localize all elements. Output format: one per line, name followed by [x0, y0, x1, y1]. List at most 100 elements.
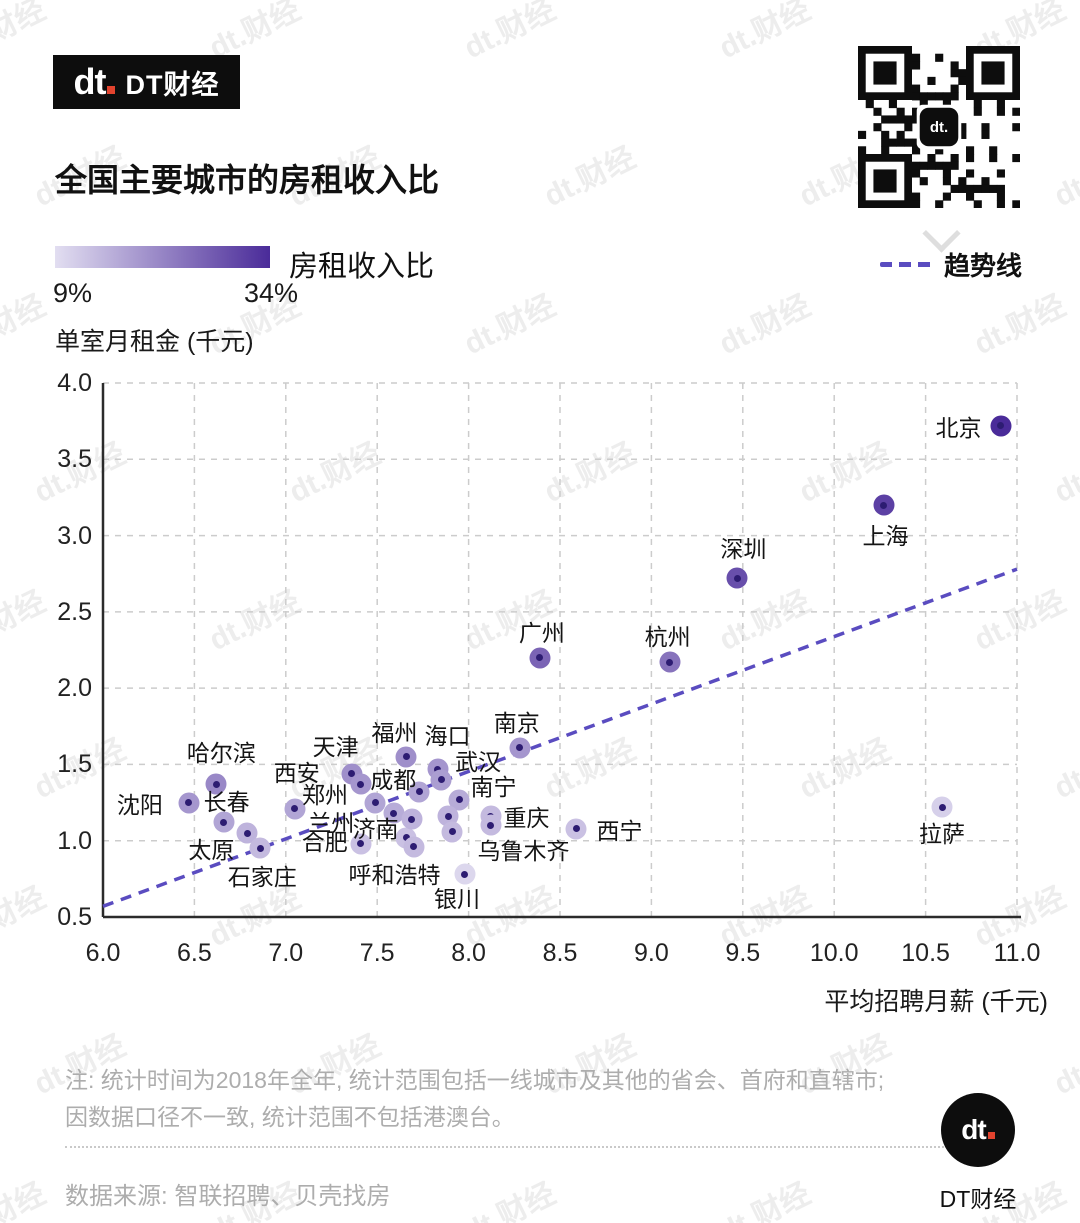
data-point [441, 821, 463, 843]
color-scale-bar [55, 246, 270, 268]
qr-module [912, 169, 921, 178]
page-title: 全国主要城市的房租收入比 [55, 162, 440, 198]
qr-module [919, 161, 928, 170]
color-scale-label: 房租收入比 [289, 251, 435, 283]
qr-module [912, 200, 921, 208]
dashed-line-icon [880, 262, 932, 267]
point-center-dot [220, 818, 228, 826]
qr-module [989, 146, 998, 155]
data-point-上海 [873, 494, 895, 516]
qr-module [942, 169, 951, 178]
data-point-乌鲁木齐 [480, 814, 502, 836]
qr-module [950, 161, 959, 170]
point-center-dot [666, 658, 674, 666]
point-center-dot [357, 840, 365, 848]
qr-module [966, 192, 975, 201]
qr-module [873, 107, 882, 116]
logo-red-dot-icon [987, 1132, 995, 1139]
qr-module [927, 161, 936, 170]
y-tick-label: 3.5 [57, 445, 92, 474]
point-center-dot [880, 501, 888, 509]
dt-logo-name: DT财经 [125, 69, 220, 100]
qr-module [904, 123, 913, 132]
city-label-乌鲁木齐: 乌鲁木齐 [477, 838, 570, 865]
qr-module [973, 107, 982, 116]
city-label-石家庄: 石家庄 [227, 864, 297, 891]
city-label-兰州: 兰州 [308, 809, 355, 836]
qr-module [888, 115, 897, 124]
city-label-银川: 银川 [433, 886, 480, 913]
dt-logo-mark: dt [961, 1114, 995, 1146]
qr-module [981, 184, 990, 193]
y-tick-label: 2.0 [57, 674, 92, 703]
y-tick-label: 1.5 [57, 750, 92, 779]
qr-module [966, 146, 975, 155]
qr-module [927, 92, 936, 101]
data-point-广州 [529, 647, 551, 669]
qr-module [927, 154, 936, 163]
qr-center-logo: dt. [930, 119, 948, 136]
qr-module [966, 184, 975, 193]
data-point-石家庄 [249, 837, 271, 859]
qr-module [942, 177, 951, 186]
point-center-dot [437, 776, 445, 784]
city-label-成都: 成都 [370, 766, 417, 793]
city-label-西宁: 西宁 [596, 817, 643, 844]
point-center-dot [455, 796, 463, 804]
qr-module [950, 92, 959, 101]
qr-module [912, 53, 921, 62]
dt-logo-mark: dt [74, 61, 116, 103]
point-center-dot [243, 829, 251, 837]
qr-module [942, 161, 951, 170]
point-center-dot [390, 809, 398, 817]
data-point-南宁 [448, 789, 470, 811]
city-label-上海: 上海 [862, 523, 909, 550]
point-center-dot [434, 765, 442, 773]
qr-module [958, 76, 967, 85]
data-point-济南 [383, 802, 405, 824]
city-label-重庆: 重庆 [503, 805, 550, 832]
x-tick-label: 6.0 [85, 939, 121, 967]
x-tick-label: 8.5 [542, 939, 578, 967]
data-point-拉萨 [931, 796, 953, 818]
qr-module [958, 177, 967, 186]
qr-module [873, 123, 882, 132]
point-center-dot [536, 654, 544, 662]
x-tick-label: 7.0 [268, 939, 304, 967]
city-label-南京: 南京 [493, 709, 540, 736]
qr-module [973, 200, 982, 208]
data-point-哈尔滨 [205, 773, 227, 795]
qr-module [865, 100, 874, 109]
point-center-dot [461, 870, 469, 878]
data-point-西宁 [565, 818, 587, 839]
qr-module [919, 92, 928, 101]
city-label-深圳: 深圳 [720, 536, 767, 563]
qr-module [888, 138, 897, 147]
city-label-广州: 广州 [518, 619, 565, 646]
trend-legend-label: 趋势线 [944, 251, 1023, 281]
footnote: 注: 统计时间为2018年全年, 统计范围包括一线城市及其他的省会、首府和直辖市… [65, 1062, 965, 1136]
point-center-dot [572, 825, 580, 832]
qr-module [996, 107, 1005, 116]
data-point-郑州 [284, 798, 306, 820]
y-axis-title: 单室月租金 (千元) [55, 328, 254, 356]
x-tick-label: 10.5 [901, 939, 950, 967]
qr-module [912, 146, 921, 155]
point-center-dot [938, 803, 946, 811]
qr-module [912, 138, 921, 147]
qr-module [919, 177, 928, 186]
qr-module [966, 154, 975, 163]
point-center-dot [733, 574, 741, 582]
qr-module [919, 100, 928, 109]
qr-module [919, 107, 959, 147]
y-tick-label: 0.5 [57, 903, 92, 931]
qr-module [958, 184, 967, 193]
qr-module [996, 184, 1005, 193]
point-center-dot [291, 805, 299, 813]
qr-module [935, 161, 944, 170]
x-tick-label: 6.5 [177, 939, 212, 967]
x-tick-label: 7.5 [359, 939, 395, 967]
city-label-杭州: 杭州 [644, 624, 691, 651]
x-tick-label: 9.5 [725, 939, 761, 967]
